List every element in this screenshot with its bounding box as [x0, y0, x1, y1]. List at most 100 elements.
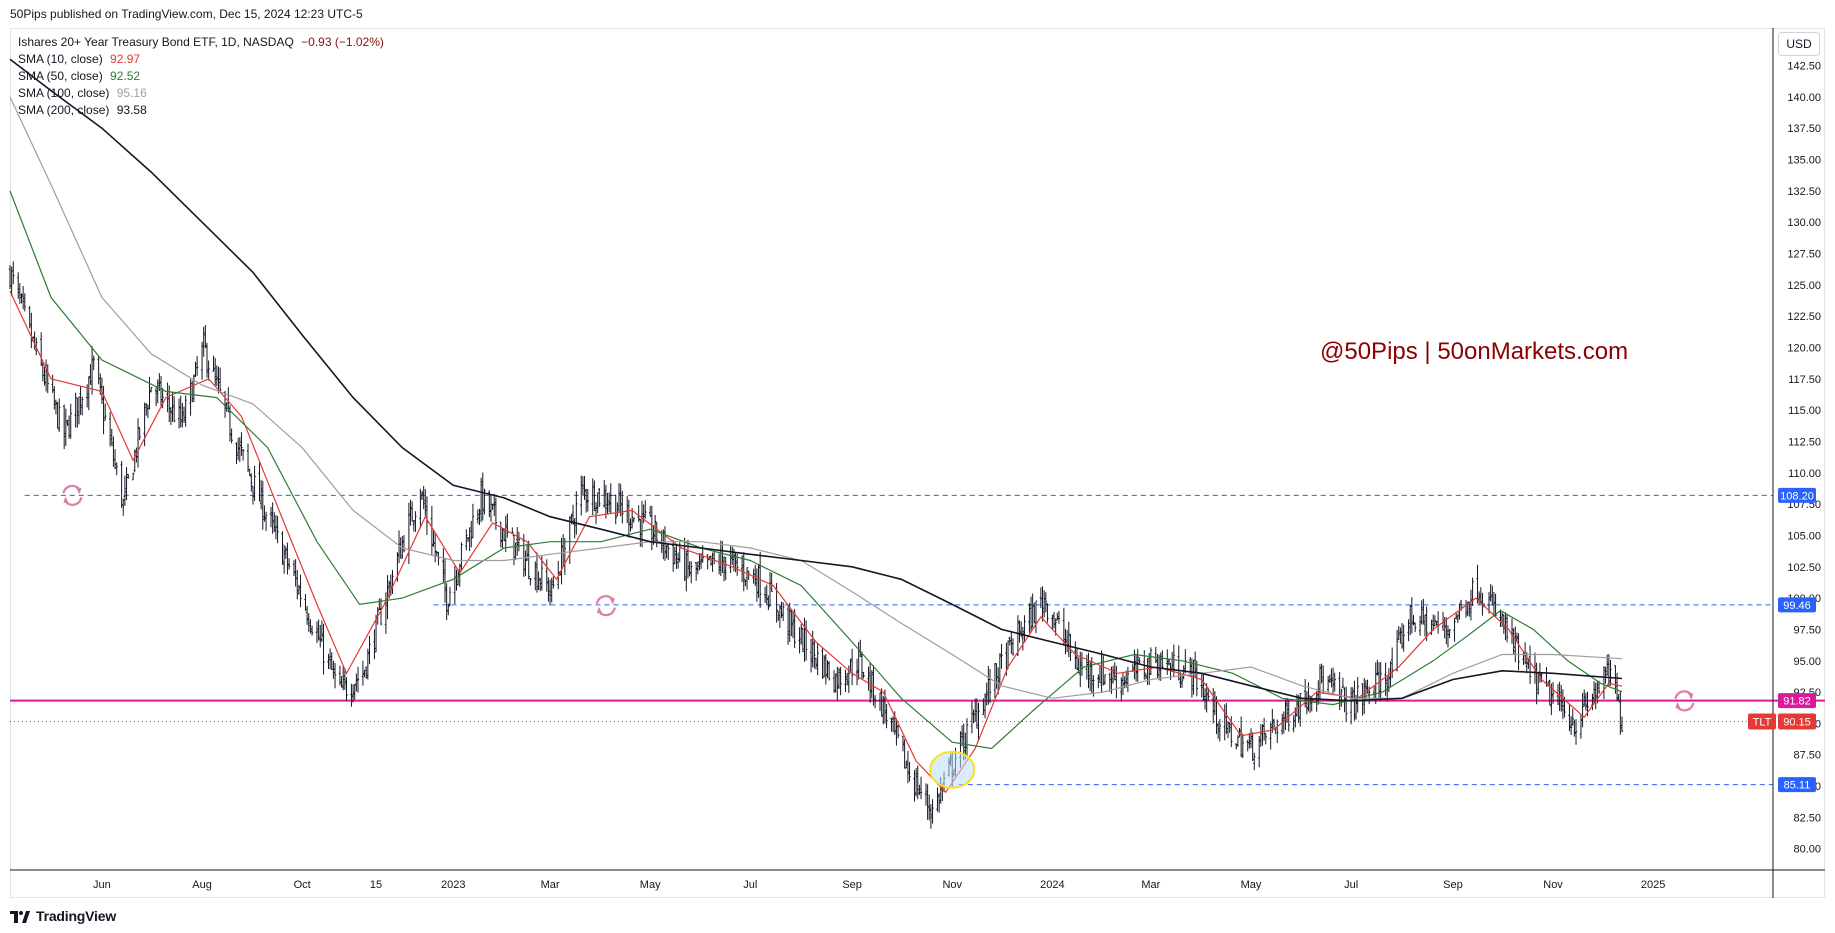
price-bar: [604, 484, 608, 519]
price-bar: [1476, 564, 1479, 604]
legend-sma-50[interactable]: SMA (50, close) 92.52: [18, 68, 384, 85]
price-bar: [261, 480, 264, 530]
price-bar: [868, 662, 872, 703]
price-bar: [414, 511, 417, 532]
price-bar: [365, 666, 368, 679]
price-bar: [1395, 629, 1399, 672]
last-price-badge: [1778, 713, 1816, 730]
price-bar: [1000, 644, 1003, 669]
price-bar: [1326, 675, 1330, 693]
sma-line[interactable]: [9, 96, 1623, 699]
price-bar: [698, 553, 701, 571]
cycle-arrows-icon[interactable]: [595, 595, 616, 617]
price-bar: [919, 776, 923, 800]
price-tick-label: 80.00: [1793, 844, 1821, 856]
price-bar: [1159, 652, 1162, 681]
price-bar: [1023, 615, 1026, 643]
price-bar: [594, 502, 598, 525]
price-bar: [1223, 704, 1226, 741]
price-bar: [563, 537, 567, 575]
price-bar: [1604, 666, 1607, 684]
legend-sma-100[interactable]: SMA (100, close) 95.16: [18, 85, 384, 102]
legend-sma-10[interactable]: SMA (10, close) 92.97: [18, 51, 384, 68]
price-bar: [356, 666, 360, 693]
price-bar: [246, 443, 250, 473]
price-bar: [860, 651, 864, 680]
price-bar: [1573, 719, 1576, 737]
sma-line[interactable]: [9, 190, 1623, 750]
price-bar: [1499, 609, 1502, 627]
price-bar: [855, 658, 859, 686]
price-bar: [1098, 665, 1102, 684]
price-bar: [1510, 618, 1514, 644]
price-bar: [1607, 654, 1611, 688]
price-bar: [1235, 743, 1238, 750]
price-bar: [112, 436, 115, 467]
price-bar: [913, 770, 916, 802]
price-bar: [342, 665, 345, 691]
time-tick-label: Mar: [541, 879, 560, 891]
legend-sma-200[interactable]: SMA (200, close) 93.58: [18, 102, 384, 119]
price-bar: [1558, 681, 1561, 712]
price-bars: [8, 261, 1624, 829]
footer: TradingView: [10, 906, 116, 926]
price-bar: [122, 498, 125, 516]
time-tick-label: 2023: [441, 879, 465, 891]
time-tick-label: May: [640, 879, 661, 891]
price-bar: [908, 761, 911, 782]
price-bar: [1041, 586, 1044, 622]
price-bar: [456, 569, 460, 586]
currency-button[interactable]: USD: [1778, 32, 1820, 56]
price-bar: [1251, 732, 1254, 761]
price-bar: [422, 485, 425, 510]
price-bar: [192, 374, 196, 402]
time-tick-label: Jun: [93, 879, 111, 891]
cycle-arrows-icon[interactable]: [1674, 690, 1695, 712]
top-bar: 50Pips published on TradingView.com, Dec…: [0, 0, 1835, 28]
price-tick-label: 110.00: [1788, 468, 1821, 480]
price-bar: [987, 665, 990, 705]
price-bar: [629, 518, 632, 532]
price-bar: [988, 668, 992, 704]
price-bar: [626, 496, 629, 524]
price-bar: [790, 609, 793, 637]
price-bar: [136, 418, 140, 468]
price-bar: [1042, 590, 1046, 618]
price-bar: [240, 432, 243, 456]
price-bar: [561, 534, 565, 567]
price-bar: [667, 543, 670, 560]
highlight-ellipse[interactable]: [929, 750, 976, 789]
price-bar: [296, 570, 299, 600]
price-bar: [195, 355, 199, 376]
price-bar: [310, 625, 314, 636]
price-bar: [506, 513, 509, 538]
price-bar: [729, 546, 732, 574]
price-bar: [1528, 645, 1532, 684]
price-bar: [1597, 680, 1601, 694]
price-bar: [466, 537, 470, 543]
price-bar: [419, 488, 422, 529]
price-bar: [1551, 682, 1555, 704]
price-bar: [1574, 719, 1578, 745]
price-bar: [880, 688, 883, 717]
price-bar: [97, 356, 100, 385]
price-bar: [642, 504, 645, 524]
price-bar: [859, 639, 862, 658]
price-bar: [685, 550, 688, 592]
price-bar: [529, 578, 532, 586]
sma-line[interactable]: [9, 58, 1623, 702]
price-bar: [39, 332, 43, 366]
price-bar: [1525, 652, 1528, 674]
time-tick-label: Aug: [192, 879, 212, 891]
price-bar: [1594, 682, 1597, 710]
sma-line[interactable]: [9, 290, 1623, 794]
price-bar: [443, 557, 447, 603]
price-bar: [478, 508, 481, 526]
cycle-arrows-icon[interactable]: [62, 484, 83, 506]
legend-symbol-row[interactable]: Ishares 20+ Year Treasury Bond ETF, 1D, …: [18, 34, 384, 51]
price-bar: [781, 602, 785, 622]
price-tick-label: 105.00: [1787, 530, 1821, 542]
price-bar: [550, 577, 553, 603]
level-badge: [1778, 693, 1816, 709]
